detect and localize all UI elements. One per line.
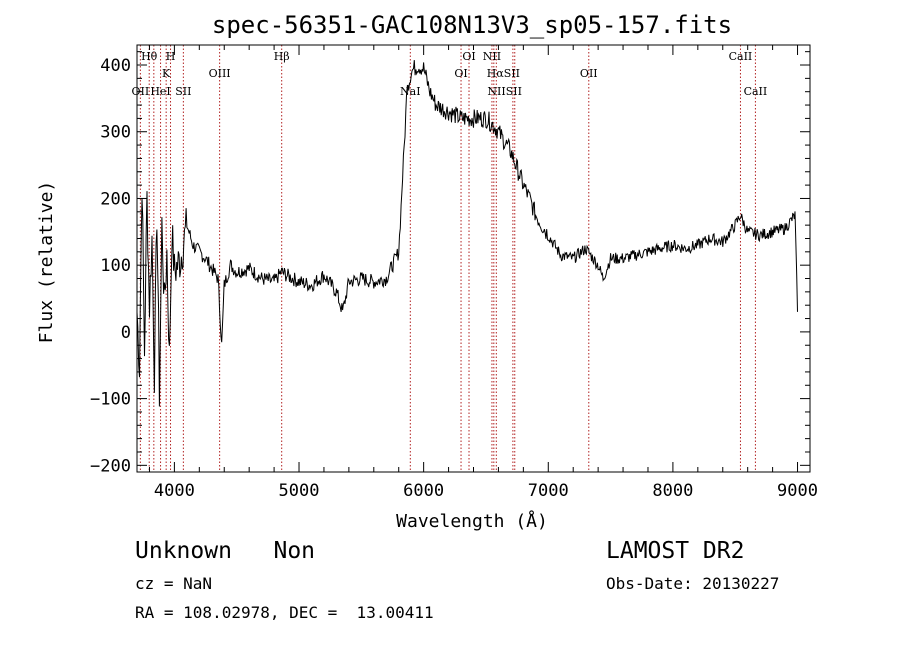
line-label: NIISII xyxy=(487,85,522,98)
emission-line-labels: Hθ HK OII HeI SII OIII Hβ NaI OI OI NII HαSII NIISII… xyxy=(132,50,768,98)
x-tick-label: 9000 xyxy=(777,481,818,501)
line-label: CaII xyxy=(729,50,753,63)
obs-date-label: Obs-Date: 20130227 xyxy=(606,574,780,593)
survey-label: LAMOST DR2 xyxy=(606,538,745,564)
y-axis-label: Flux (relative) xyxy=(36,181,57,344)
line-label: HαSII xyxy=(487,67,520,80)
plot-frame xyxy=(136,44,811,473)
x-axis-label: Wavelength (Å) xyxy=(396,510,548,532)
line-label: OIII xyxy=(209,67,231,80)
y-tick-label: −100 xyxy=(90,390,131,410)
y-tick-label: 200 xyxy=(100,189,131,209)
line-label: OII xyxy=(580,67,598,80)
line-label: SII xyxy=(175,85,191,98)
x-tick-label: 8000 xyxy=(652,481,693,501)
x-tick-label: 5000 xyxy=(279,481,320,501)
line-label: CaII xyxy=(744,85,768,98)
line-label: OI xyxy=(454,67,467,80)
line-label: NII xyxy=(483,50,501,63)
line-label: OI xyxy=(462,50,475,63)
emission-line-markers xyxy=(139,45,756,472)
x-tick-label: 7000 xyxy=(528,481,569,501)
spectrum-plot: spec-56351-GAC108N13V3_sp05-157.fits Hθ H… xyxy=(36,11,818,532)
object-class-label: Unknown Non xyxy=(135,538,316,564)
y-tick-label: −200 xyxy=(90,456,131,476)
y-axis-ticks: −200 −100 0 100 200 300 400 xyxy=(90,51,810,476)
y-tick-label: 100 xyxy=(100,256,131,276)
x-tick-label: 4000 xyxy=(154,481,195,501)
y-tick-label: 300 xyxy=(100,123,131,143)
line-label: Hβ xyxy=(274,50,290,63)
chart-title: spec-56351-GAC108N13V3_sp05-157.fits xyxy=(212,11,732,39)
flux-series-line xyxy=(136,60,798,407)
x-tick-label: 6000 xyxy=(403,481,444,501)
y-tick-label: 400 xyxy=(100,56,131,76)
ra-dec-label: RA = 108.02978, DEC = 13.00411 xyxy=(135,603,434,622)
x-axis-ticks: 4000 5000 6000 7000 8000 9000 xyxy=(148,45,818,501)
redshift-label: cz = NaN xyxy=(135,574,213,593)
y-tick-label: 0 xyxy=(121,323,131,343)
line-label: K xyxy=(162,67,171,80)
line-label: HeI xyxy=(150,85,170,98)
line-label: NaI xyxy=(400,85,421,98)
line-label: Hθ xyxy=(141,50,158,63)
line-label: H xyxy=(166,50,176,63)
